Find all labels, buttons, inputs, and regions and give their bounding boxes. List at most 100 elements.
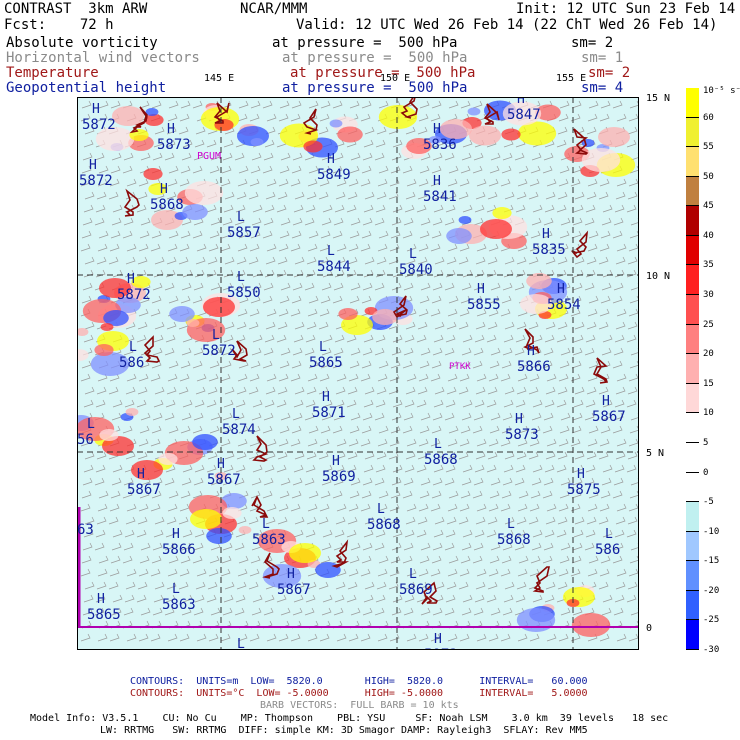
wind-barb bbox=[181, 152, 192, 161]
wind-barb bbox=[80, 243, 91, 252]
height-center-mark: H bbox=[557, 282, 565, 297]
wind-barb bbox=[560, 542, 571, 551]
wind-barb bbox=[122, 230, 133, 239]
wind-barb bbox=[363, 139, 374, 148]
wind-barb bbox=[378, 360, 389, 369]
wind-barb bbox=[168, 425, 179, 434]
wind-barb bbox=[96, 516, 107, 525]
wind-barb bbox=[584, 412, 595, 421]
wind-barb bbox=[179, 243, 190, 252]
wind-barb bbox=[321, 412, 332, 421]
wind-barb bbox=[165, 464, 176, 473]
wind-barb bbox=[585, 204, 596, 213]
wind-barb bbox=[251, 412, 262, 421]
height-value-label: 5866 bbox=[162, 542, 196, 558]
wind-barb bbox=[543, 217, 554, 226]
wind-barb bbox=[82, 282, 93, 291]
colorbar-label: 25 bbox=[703, 319, 714, 330]
wind-barb bbox=[626, 334, 637, 343]
height-value-label: 586 bbox=[119, 355, 144, 371]
wind-barb bbox=[236, 516, 247, 525]
wind-barb bbox=[318, 126, 329, 135]
model-title: CONTRAST 3km ARW bbox=[4, 1, 148, 17]
wind-barb bbox=[249, 308, 260, 317]
wind-barb bbox=[304, 347, 315, 356]
wind-barb bbox=[221, 425, 232, 434]
wind-barb bbox=[612, 100, 623, 109]
wind-barb bbox=[377, 243, 388, 252]
wind-barb bbox=[362, 347, 373, 356]
wind-barb bbox=[602, 334, 613, 343]
wind-barb bbox=[420, 282, 431, 291]
wind-barb bbox=[336, 568, 347, 577]
colorbar-swatch bbox=[686, 413, 699, 443]
wind-barb bbox=[97, 243, 108, 252]
vorticity-patch bbox=[467, 107, 481, 116]
wind-barb bbox=[516, 581, 527, 590]
wind-barb bbox=[585, 399, 596, 408]
wind-barb bbox=[181, 542, 192, 551]
wind-barb bbox=[529, 503, 540, 512]
wind-barb bbox=[363, 594, 374, 603]
valid-time: Valid: 12 UTC Wed 26 Feb 14 (22 ChT Wed … bbox=[296, 17, 718, 33]
wind-barb bbox=[193, 412, 204, 421]
wind-barb bbox=[598, 256, 609, 265]
wind-barb bbox=[473, 152, 484, 161]
wind-barb bbox=[376, 256, 387, 265]
wind-barb bbox=[346, 464, 357, 473]
vorticity-patch bbox=[372, 309, 398, 325]
wind-barb bbox=[573, 334, 584, 343]
wind-barb bbox=[389, 373, 400, 382]
wind-barb bbox=[402, 490, 413, 499]
wind-barb bbox=[504, 516, 515, 525]
wind-barb bbox=[222, 477, 233, 486]
wind-barb bbox=[472, 165, 483, 174]
wind-barb bbox=[333, 412, 344, 421]
wind-barb bbox=[294, 256, 305, 265]
wind-barb bbox=[138, 373, 149, 382]
wind-barb bbox=[95, 204, 106, 213]
wind-barb bbox=[265, 191, 276, 200]
wind-barb bbox=[598, 386, 609, 395]
colorbar-swatch bbox=[686, 472, 699, 503]
wind-barb bbox=[474, 399, 485, 408]
colorbar-label: 50 bbox=[703, 171, 714, 182]
wind-barb bbox=[416, 529, 427, 538]
wind-barb bbox=[362, 542, 373, 551]
wind-barb bbox=[332, 295, 343, 304]
wind-barb bbox=[108, 256, 119, 265]
wind-barb bbox=[420, 152, 431, 161]
wind-barb bbox=[570, 568, 581, 577]
wind-barb bbox=[599, 178, 610, 187]
wind-barb bbox=[82, 152, 93, 161]
wind-barb bbox=[319, 503, 330, 512]
wind-barb bbox=[473, 412, 484, 421]
wind-barb bbox=[292, 217, 303, 226]
wind-barb bbox=[504, 256, 515, 265]
wind-barb bbox=[350, 607, 361, 616]
wind-barb bbox=[350, 217, 361, 226]
wind-barb bbox=[514, 282, 525, 291]
wind-barb bbox=[430, 308, 441, 317]
wind-barb bbox=[209, 425, 220, 434]
height-value-label: 5844 bbox=[317, 259, 351, 275]
wind-barb bbox=[322, 594, 333, 603]
wind-barb bbox=[461, 152, 472, 161]
wind-barb bbox=[194, 399, 205, 408]
wind-barb bbox=[405, 581, 416, 590]
height-center-mark: H bbox=[322, 390, 330, 405]
wind-barb bbox=[391, 477, 402, 486]
wind-barb bbox=[108, 191, 119, 200]
wind-barb bbox=[573, 269, 584, 278]
wind-barb bbox=[234, 152, 245, 161]
wind-barb bbox=[529, 568, 540, 577]
wind-barb bbox=[503, 529, 514, 538]
wind-barb bbox=[446, 256, 457, 265]
vorticity-patch bbox=[480, 219, 512, 239]
height-center-mark: L bbox=[87, 417, 95, 432]
wind-barb bbox=[406, 438, 417, 447]
wind-barb bbox=[248, 581, 259, 590]
wind-barb bbox=[616, 438, 627, 447]
wind-barb bbox=[249, 243, 260, 252]
temperature-contour bbox=[251, 495, 269, 518]
